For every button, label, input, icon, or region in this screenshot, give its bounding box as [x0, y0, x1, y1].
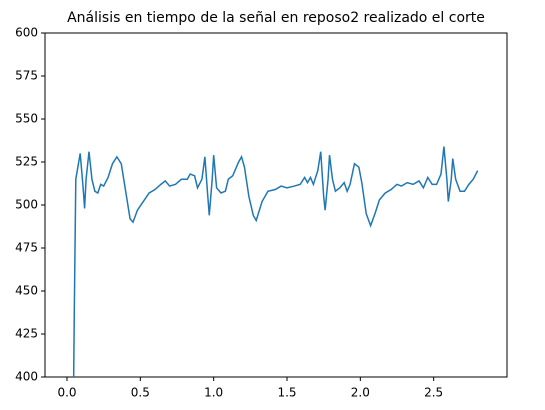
y-tick-label: 550: [15, 112, 38, 126]
plot-frame: [44, 32, 508, 378]
x-tick-label: 1.5: [277, 386, 296, 400]
x-tick-label: 0.5: [131, 386, 150, 400]
x-tick-label: 2.5: [424, 386, 443, 400]
y-tick-label: 575: [15, 69, 38, 83]
y-tick-label: 400: [15, 370, 38, 384]
x-tick-label: 2.0: [351, 386, 370, 400]
y-tick-label: 425: [15, 327, 38, 341]
y-tick-label: 600: [15, 26, 38, 40]
y-tick-label: 450: [15, 284, 38, 298]
y-tick-label: 475: [15, 241, 38, 255]
line-series: [72, 146, 479, 377]
y-tick-label: 525: [15, 155, 38, 169]
chart-title: Análisis en tiempo de la señal en reposo…: [67, 10, 485, 26]
y-tick-label: 500: [15, 198, 38, 212]
x-tick-label: 1.0: [204, 386, 223, 400]
x-tick-label: 0.0: [57, 386, 76, 400]
